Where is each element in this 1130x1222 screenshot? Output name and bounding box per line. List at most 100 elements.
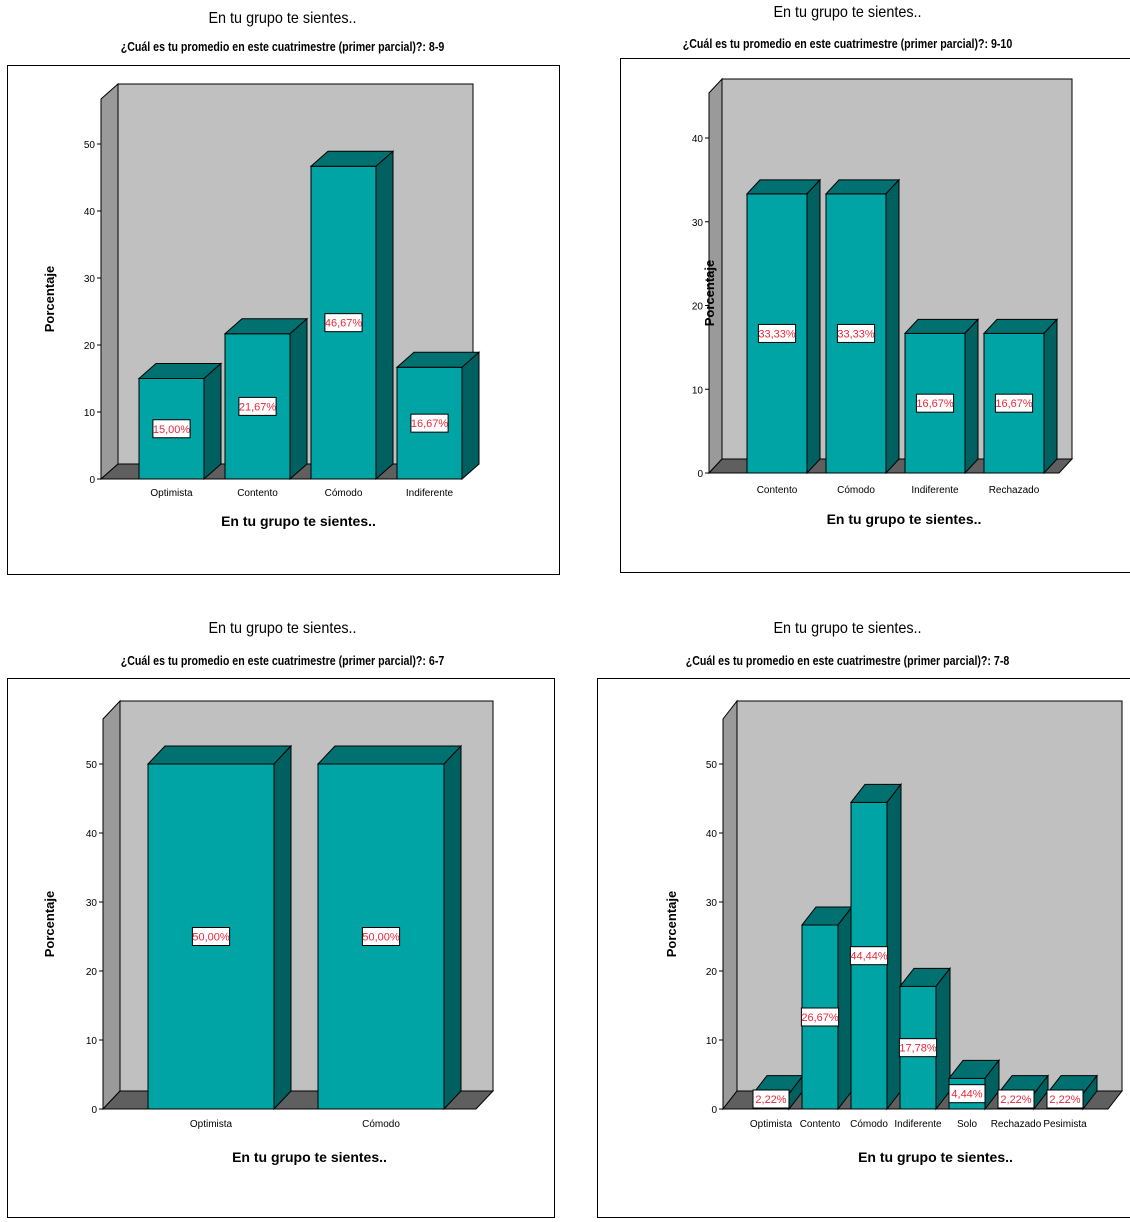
bar-top <box>316 745 463 765</box>
bar-side <box>886 782 902 1111</box>
chart-title: En tu grupo te sientes.. <box>208 10 357 27</box>
data-label-box <box>752 1089 790 1109</box>
chart-title: En tu grupo te sientes.. <box>208 620 357 637</box>
x-tick-label: Contento <box>237 488 278 499</box>
bar-chart: 0 10 20 30 40 50 Porcentaje 2,22% Optimista 26,67… <box>664 699 1124 1165</box>
bar-side <box>273 744 292 1111</box>
bar-side <box>443 744 462 1111</box>
y-tick-label: 10 <box>84 408 96 419</box>
chart-frame: 0 10 20 30 40 50 Porcentaje 2,22% Optimista 26,67… <box>597 678 1130 1218</box>
y-tick-label: 0 <box>711 1105 717 1116</box>
bar-side <box>837 905 853 1111</box>
chart-panel-2: En tu grupo te sientes.. ¿Cuál es tu pro… <box>565 0 1130 585</box>
chart-subtitle: ¿Cuál es tu promedio en este cuatrimestr… <box>682 37 1013 51</box>
data-label: 50,00% <box>362 932 400 944</box>
chart-frame: 0 10 20 30 40 Porcentaje 33,33% Contento 33,33% C… <box>620 58 1130 573</box>
x-tick-label: Rechazado <box>991 1119 1042 1130</box>
chart-title: En tu grupo te sientes.. <box>773 4 922 21</box>
side-wall <box>722 699 738 1111</box>
data-label-box <box>1046 1089 1084 1109</box>
chart-subtitle: ¿Cuál es tu promedio en este cuatrimestr… <box>685 654 1010 668</box>
x-tick-label: Indiferente <box>911 485 959 496</box>
data-label-box <box>361 927 401 946</box>
data-label-box <box>410 413 449 433</box>
bar-chart: 0 10 20 30 40 50 Porcentaje 50,00% Optimista 50,0… <box>42 699 495 1165</box>
y-tick-label: 0 <box>89 475 95 486</box>
x-tick-label: Contento <box>800 1119 841 1130</box>
y-tick-label: 30 <box>84 274 96 285</box>
chart-title: En tu grupo te sientes.. <box>773 620 922 637</box>
data-label-box <box>757 323 797 343</box>
y-tick-label: 30 <box>706 898 718 909</box>
y-tick-label: 20 <box>692 302 704 313</box>
y-tick-label: 10 <box>86 1036 98 1047</box>
y-tick-label: 10 <box>692 385 704 396</box>
chart-panel-4: En tu grupo te sientes.. ¿Cuál es tu pro… <box>565 612 1130 1218</box>
x-tick-label: Optimista <box>750 1119 793 1130</box>
bar-top <box>146 745 293 765</box>
data-label-box <box>191 927 231 946</box>
chart-panel-1: En tu grupo te sientes.. ¿Cuál es tu pro… <box>0 0 565 585</box>
data-label-box <box>994 393 1034 413</box>
bar-side <box>964 318 979 475</box>
chart-subtitle: ¿Cuál es tu promedio en este cuatrimestr… <box>120 654 445 668</box>
y-tick-label: 20 <box>86 967 98 978</box>
data-label: 33,33% <box>837 328 875 340</box>
x-axis-label: En tu grupo te sientes.. <box>858 1149 1013 1165</box>
data-label: 50,00% <box>192 932 230 944</box>
bar-side <box>289 317 308 481</box>
x-tick-label: Optimista <box>190 1119 233 1130</box>
side-wall <box>102 699 121 1111</box>
x-tick-label: Cómodo <box>325 488 363 499</box>
y-tick-label: 40 <box>86 829 98 840</box>
x-tick-label: Rechazado <box>989 485 1040 496</box>
data-label: 2,22% <box>1049 1094 1080 1106</box>
y-tick-label: 20 <box>84 341 96 352</box>
data-label: 16,67% <box>916 398 954 410</box>
data-label-box <box>898 1038 938 1058</box>
data-label: 44,44% <box>850 951 888 963</box>
data-label-box <box>800 1007 840 1027</box>
x-tick-label: Cómodo <box>362 1119 400 1130</box>
y-axis-label: Porcentaje <box>42 891 57 957</box>
bar-side <box>203 362 222 481</box>
data-label: 46,67% <box>325 318 363 330</box>
data-label: 16,67% <box>995 398 1033 410</box>
x-tick-label: Cómodo <box>850 1119 888 1130</box>
y-tick-label: 50 <box>84 140 96 151</box>
bar-chart: 0 10 20 30 40 50 Porcentaje 15,00% Optimista 21,6… <box>42 82 481 529</box>
data-label-box <box>997 1089 1035 1109</box>
data-label-box <box>948 1084 986 1104</box>
y-tick-label: 0 <box>91 1105 97 1116</box>
chart-subtitle: ¿Cuál es tu promedio en este cuatrimestr… <box>120 40 445 54</box>
side-wall <box>100 82 119 481</box>
x-tick-label: Indiferente <box>894 1119 942 1130</box>
y-axis-label: Porcentaje <box>42 266 57 332</box>
data-label-box <box>324 313 363 333</box>
data-label: 2,22% <box>755 1094 786 1106</box>
chart-frame: 0 10 20 30 40 50 Porcentaje 50,00% Optimista 50,0… <box>7 678 555 1218</box>
x-tick-label: Indiferente <box>406 488 454 499</box>
data-label: 26,67% <box>801 1012 839 1024</box>
bar-chart: 0 10 20 30 40 Porcentaje 33,33% Contento 33,33% C… <box>692 77 1074 527</box>
data-label-box <box>152 419 191 439</box>
bar-side <box>461 351 480 481</box>
y-axis-label: Porcentaje <box>702 260 717 326</box>
data-label-box <box>849 946 889 966</box>
chart-frame: 0 10 20 30 40 50 Porcentaje 15,00% Optimista 21,6… <box>7 65 560 575</box>
y-tick-label: 30 <box>86 898 98 909</box>
y-tick-label: 40 <box>84 207 96 218</box>
bar-side <box>885 178 900 475</box>
x-axis-label: En tu grupo te sientes.. <box>232 1149 387 1165</box>
x-tick-label: Cómodo <box>837 485 875 496</box>
data-label: 33,33% <box>758 328 796 340</box>
data-label: 16,67% <box>411 418 449 430</box>
data-label-box <box>836 323 876 343</box>
bar-side <box>806 178 821 475</box>
y-tick-label: 50 <box>706 760 718 771</box>
data-label-box <box>238 396 277 416</box>
y-tick-label: 30 <box>692 218 704 229</box>
x-tick-label: Contento <box>757 485 798 496</box>
data-label: 4,44% <box>951 1089 982 1101</box>
y-axis-label: Porcentaje <box>664 891 679 957</box>
